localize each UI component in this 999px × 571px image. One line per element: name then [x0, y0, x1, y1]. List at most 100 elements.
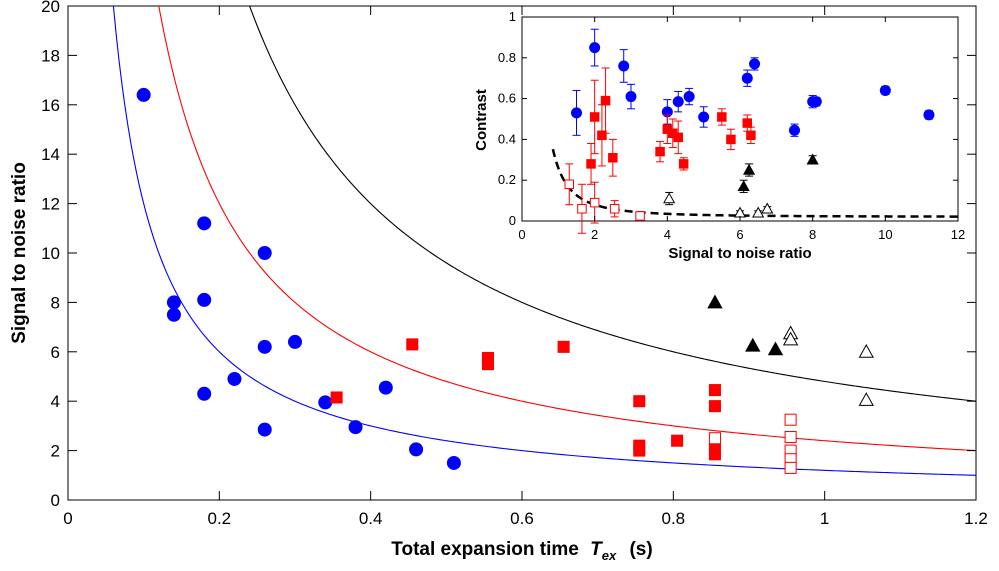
- main-x-axis-symbol: T: [590, 539, 603, 560]
- inset-series-3-point: [737, 179, 750, 193]
- inset-x-ticks: 0 2 4 6 8 10 12: [518, 17, 965, 242]
- main-marker-square-filled: [481, 358, 494, 371]
- inset-x-tick-label: 8: [809, 227, 816, 242]
- inset-series-4-point: [663, 191, 676, 206]
- main-marker-square-open: [784, 430, 797, 444]
- main-y-tick-label: 16: [41, 96, 60, 115]
- inset-series-0-point: [879, 84, 891, 96]
- inset-series-1-point: [600, 67, 611, 134]
- main-series-0-point: [227, 371, 242, 386]
- main-marks: [136, 87, 874, 474]
- main-y-tick-label: 20: [41, 0, 60, 16]
- inset-marker-circle-filled: [625, 91, 637, 103]
- main-series-2-point: [784, 461, 797, 474]
- main-marker-circle-filled: [197, 216, 212, 231]
- inset-y-tick-label: 0: [509, 213, 516, 228]
- inset-series-0-point: [789, 123, 800, 137]
- inset-marker-triangle-open: [752, 206, 765, 218]
- main-y-tick-label: 4: [51, 392, 60, 411]
- main-series-0-point: [166, 295, 181, 310]
- main-marker-triangle-filled: [767, 341, 784, 356]
- main-x-tick-label: 1.2: [964, 509, 988, 528]
- main-x-tick-label: 1: [820, 509, 829, 528]
- main-marker-square-filled: [708, 384, 721, 397]
- inset-marker-circle-filled: [749, 58, 761, 70]
- main-x-axis-title: Total expansion time Tex (s): [391, 539, 652, 565]
- inset-marker-circle-filled: [810, 96, 822, 108]
- main-series-1-point: [708, 400, 721, 413]
- inset-series-0-point: [741, 69, 753, 87]
- inset-series-0-point: [749, 57, 761, 71]
- main-series-3-point: [745, 337, 761, 352]
- main-y-tick-label: 0: [51, 491, 60, 510]
- inset-series-0-point: [810, 96, 822, 108]
- inset-series-2-point: [609, 200, 620, 218]
- main-marker-triangle-filled: [707, 294, 723, 309]
- inset-x-tick-label: 0: [518, 227, 525, 242]
- main-series-2-point: [708, 432, 721, 445]
- inset-series-1-point: [673, 120, 683, 155]
- main-x-axis-label: Total expansion time: [391, 539, 579, 560]
- main-series-0-point: [197, 292, 212, 307]
- inset-series-1-point: [717, 108, 727, 126]
- inset-x-tick-label: 4: [664, 227, 671, 242]
- main-fit-curve-0: [112, 6, 976, 476]
- main-y-tick-label: 18: [41, 46, 60, 65]
- inset-marker-square-filled: [746, 130, 756, 141]
- inset-marker-triangle-filled: [806, 153, 819, 165]
- main-marker-square-filled: [708, 448, 721, 461]
- main-series-0-point: [409, 442, 424, 457]
- inset-series-2-point: [577, 183, 587, 234]
- inset-series-0-point: [571, 89, 582, 136]
- inset-marker-triangle-open: [761, 202, 774, 214]
- inset-marker-square-filled: [673, 132, 683, 143]
- main-fit-curve-1: [158, 6, 976, 452]
- inset-marker-circle-filled: [683, 91, 695, 103]
- main-marker-circle-filled: [288, 334, 302, 349]
- main-marker-square-open: [784, 461, 797, 474]
- inset-series-3-point: [742, 163, 756, 177]
- inset-marker-square-filled: [678, 159, 689, 169]
- main-x-tick-label: 0.2: [208, 509, 232, 528]
- main-x-tick-label: 0: [63, 509, 72, 528]
- inset-marker-triangle-filled: [742, 163, 756, 175]
- main-marker-circle-filled: [409, 442, 424, 457]
- main-marker-circle-filled: [166, 295, 181, 310]
- main-y-tick-label: 6: [51, 343, 60, 362]
- inset-marker-square-open: [577, 204, 587, 214]
- main-y-tick-label: 12: [41, 195, 60, 214]
- main-series-1-point: [633, 395, 646, 408]
- inset-marker-square-filled: [589, 112, 600, 122]
- main-marker-circle-filled: [257, 246, 272, 260]
- main-marker-square-filled: [330, 391, 343, 404]
- main-marker-square-filled: [557, 340, 570, 353]
- main-series-2-point: [784, 430, 797, 444]
- main-series-0-point: [136, 87, 151, 102]
- inset-x-tick-label: 2: [591, 227, 598, 242]
- inset-series-2-point: [635, 211, 645, 221]
- main-marker-circle-filled: [257, 339, 272, 354]
- main-marker-circle-filled: [227, 371, 242, 386]
- main-series-1-point: [671, 434, 684, 447]
- main-marker-circle-filled: [348, 420, 363, 435]
- main-marker-circle-filled: [166, 307, 181, 322]
- main-marker-circle-filled: [136, 87, 151, 102]
- main-x-axis-subscript: ex: [602, 548, 617, 563]
- inset-marker-square-filled: [726, 134, 736, 145]
- inset-marker-square-open: [589, 197, 600, 208]
- main-y-tick-label: 2: [51, 442, 60, 461]
- inset-series-1-point: [608, 138, 618, 177]
- main-fit-curve-2: [249, 6, 976, 402]
- main-series-1-point: [481, 358, 494, 371]
- inset-marker-circle-filled: [698, 111, 710, 123]
- inset-series-0-point: [625, 83, 637, 110]
- inset-series-0-point: [589, 28, 601, 67]
- inset-series-4-point: [761, 202, 774, 214]
- main-y-tick-label: 10: [41, 244, 60, 263]
- main-series-0-point: [348, 420, 363, 435]
- inset-series-1-point: [586, 142, 596, 185]
- inset-series-0-point: [618, 49, 630, 83]
- inset-series-4-point: [752, 206, 765, 218]
